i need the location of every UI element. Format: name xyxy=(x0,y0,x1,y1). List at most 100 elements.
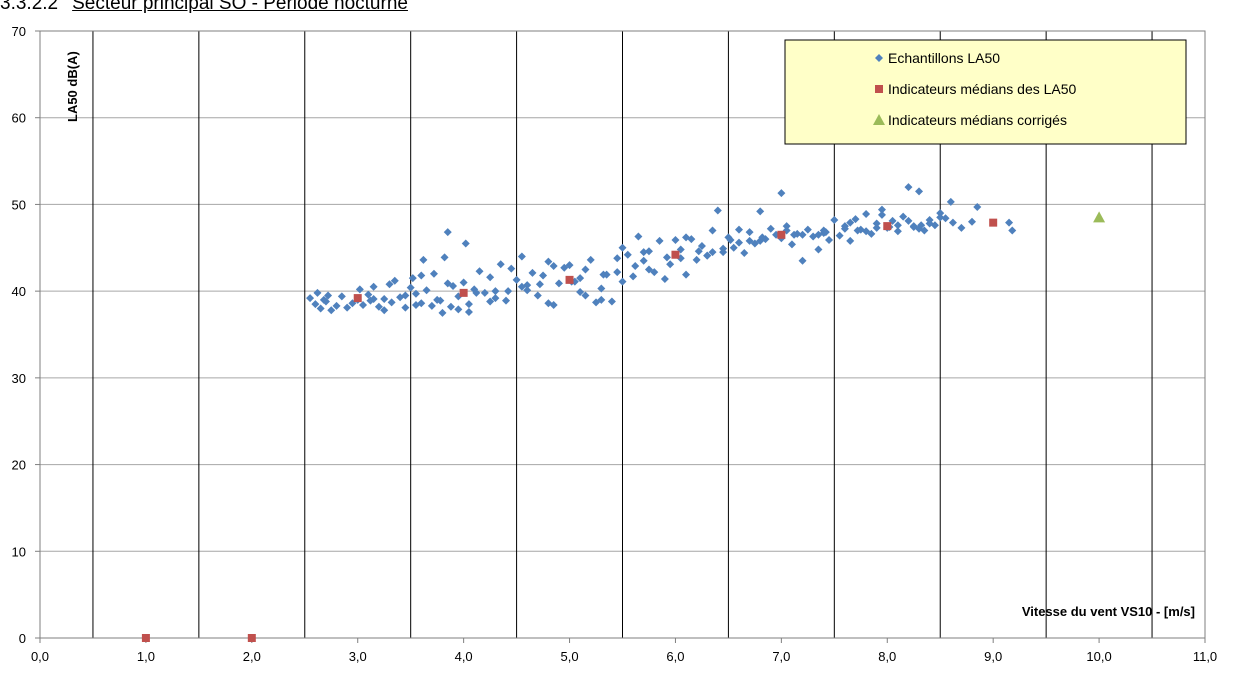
sample-point xyxy=(581,265,590,274)
sample-point xyxy=(408,274,417,283)
sample-point xyxy=(618,243,627,252)
median-point xyxy=(989,218,998,227)
sample-point xyxy=(825,235,834,244)
sample-point xyxy=(387,298,396,307)
sample-point xyxy=(440,253,449,262)
sample-point xyxy=(787,240,796,249)
sample-point xyxy=(436,296,445,305)
sample-point xyxy=(369,282,378,291)
sample-point xyxy=(311,300,320,309)
y-tick-label: 60 xyxy=(12,111,26,126)
sample-point xyxy=(758,233,767,242)
sample-point xyxy=(697,242,706,251)
x-tick-label: 10,0 xyxy=(1086,649,1111,664)
sample-point xyxy=(607,297,616,306)
sample-point xyxy=(491,287,500,296)
sample-point xyxy=(599,270,608,279)
sample-point xyxy=(544,299,553,308)
sample-point xyxy=(821,228,830,237)
sample-point xyxy=(840,224,849,233)
sample-point xyxy=(968,217,976,226)
legend-label: Echantillons LA50 xyxy=(888,50,1000,66)
data-points xyxy=(141,183,1106,642)
sample-point xyxy=(380,306,389,315)
sample-point xyxy=(313,288,322,297)
sample-point xyxy=(401,291,410,300)
x-tick-label: 6,0 xyxy=(666,649,684,664)
sample-point xyxy=(655,236,664,245)
x-tick-label: 7,0 xyxy=(772,649,790,664)
sample-point xyxy=(422,286,431,295)
sample-point xyxy=(634,232,643,241)
sample-point xyxy=(782,222,791,231)
sample-point xyxy=(512,275,521,284)
sample-point xyxy=(517,282,526,291)
sample-point xyxy=(369,294,378,303)
legend-marker xyxy=(875,54,883,62)
x-tick-label: 11,0 xyxy=(1193,649,1217,664)
sample-point xyxy=(507,264,516,273)
sample-point xyxy=(756,207,765,216)
sample-point xyxy=(486,273,495,282)
sample-point xyxy=(872,219,881,228)
sample-point xyxy=(713,206,722,215)
x-tick-label: 3,0 xyxy=(349,649,367,664)
sample-point xyxy=(419,255,428,264)
legend-label: Indicateurs médians des LA50 xyxy=(888,81,1077,97)
sample-point xyxy=(337,292,346,301)
sample-point xyxy=(461,239,470,248)
x-tick-label: 5,0 xyxy=(561,649,579,664)
sample-point xyxy=(660,275,669,284)
legend-marker xyxy=(875,85,883,93)
sample-point xyxy=(359,301,368,310)
median-point xyxy=(671,250,680,259)
legend-label: Indicateurs médians corrigés xyxy=(888,112,1067,128)
sample-point xyxy=(745,236,754,245)
sample-point xyxy=(639,256,648,265)
sample-point xyxy=(846,236,855,245)
sample-point xyxy=(893,227,902,236)
sample-point xyxy=(576,274,585,283)
median-point xyxy=(565,275,574,284)
sample-point xyxy=(565,261,574,270)
sample-point xyxy=(904,183,913,192)
section-title: Secteur principal SO - Période nocturne xyxy=(72,0,408,14)
sample-point xyxy=(830,216,839,225)
sample-point xyxy=(798,230,807,239)
sample-point xyxy=(835,231,844,240)
x-tick-label: 2,0 xyxy=(243,649,261,664)
sample-point xyxy=(464,300,473,309)
sample-point xyxy=(639,248,648,257)
sample-point xyxy=(618,277,627,286)
sample-point xyxy=(427,301,436,310)
sample-point xyxy=(581,291,590,300)
sample-point xyxy=(533,291,542,300)
sample-point xyxy=(862,227,871,236)
y-tick-label: 0 xyxy=(19,631,26,646)
sample-point xyxy=(851,215,860,224)
sample-point xyxy=(523,286,532,295)
y-tick-label: 40 xyxy=(12,284,26,299)
median-point xyxy=(141,634,150,642)
sample-point xyxy=(576,288,585,297)
sample-point xyxy=(917,221,926,230)
sample-point xyxy=(544,257,553,266)
median-point xyxy=(777,230,786,239)
sample-point xyxy=(904,216,913,225)
sample-point xyxy=(703,251,712,260)
sample-point xyxy=(597,284,606,293)
legend-box xyxy=(784,39,1187,145)
sample-point xyxy=(491,294,500,303)
sample-point xyxy=(623,250,632,259)
sample-point xyxy=(644,265,653,274)
sample-point xyxy=(472,288,481,297)
section-number: 3.3.2.2 xyxy=(0,0,59,14)
sample-point xyxy=(631,261,640,270)
sample-point xyxy=(862,209,871,218)
sample-point xyxy=(708,248,717,257)
y-tick-label: 70 xyxy=(12,24,26,39)
sample-point xyxy=(1008,226,1017,235)
x-tick-label: 1,0 xyxy=(137,649,155,664)
sample-point xyxy=(401,303,410,312)
